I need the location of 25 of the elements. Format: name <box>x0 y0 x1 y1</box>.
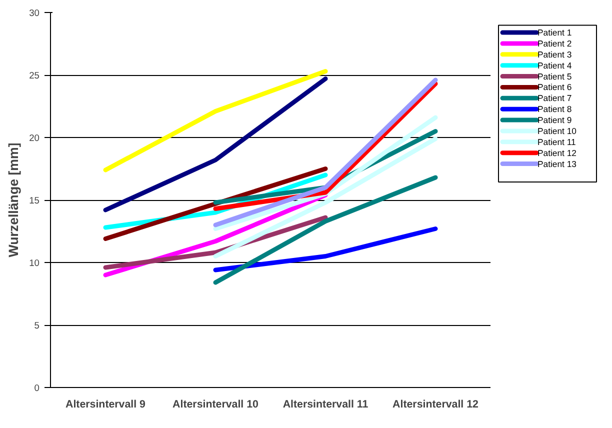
legend-label: Patient 3 <box>538 49 572 60</box>
legend-label: Patient 12 <box>538 148 577 158</box>
y-tick-label: 30 <box>29 8 40 18</box>
y-tick-label: 15 <box>29 196 40 206</box>
y-tick-label: 10 <box>29 258 40 268</box>
legend-label: Patient 1 <box>538 28 572 38</box>
y-tick-label: 25 <box>29 70 40 80</box>
y-tick-label: 20 <box>29 133 40 143</box>
legend-label: Patient 2 <box>538 38 572 48</box>
x-tick-label: Altersintervall 9 <box>66 398 146 410</box>
legend-label: Patient 6 <box>538 82 572 92</box>
legend-label: Patient 8 <box>538 104 572 114</box>
x-tick-label: Altersintervall 11 <box>282 398 368 410</box>
x-tick-label: Altersintervall 12 <box>392 398 479 410</box>
y-tick-label: 5 <box>34 320 40 330</box>
legend-label: Patient 7 <box>538 93 572 104</box>
legend-label: Patient 4 <box>538 60 572 70</box>
legend-label: Patient 9 <box>538 115 572 126</box>
legend-label: Patient 10 <box>538 126 577 136</box>
y-tick-label: 0 <box>34 383 40 393</box>
y-axis-title: Wurzellänge [mm] <box>6 142 22 258</box>
legend-label: Patient 5 <box>538 71 572 82</box>
legend-label: Patient 13 <box>538 158 577 169</box>
x-tick-label: Altersintervall 10 <box>172 398 259 410</box>
legend-label: Patient 11 <box>538 136 576 147</box>
